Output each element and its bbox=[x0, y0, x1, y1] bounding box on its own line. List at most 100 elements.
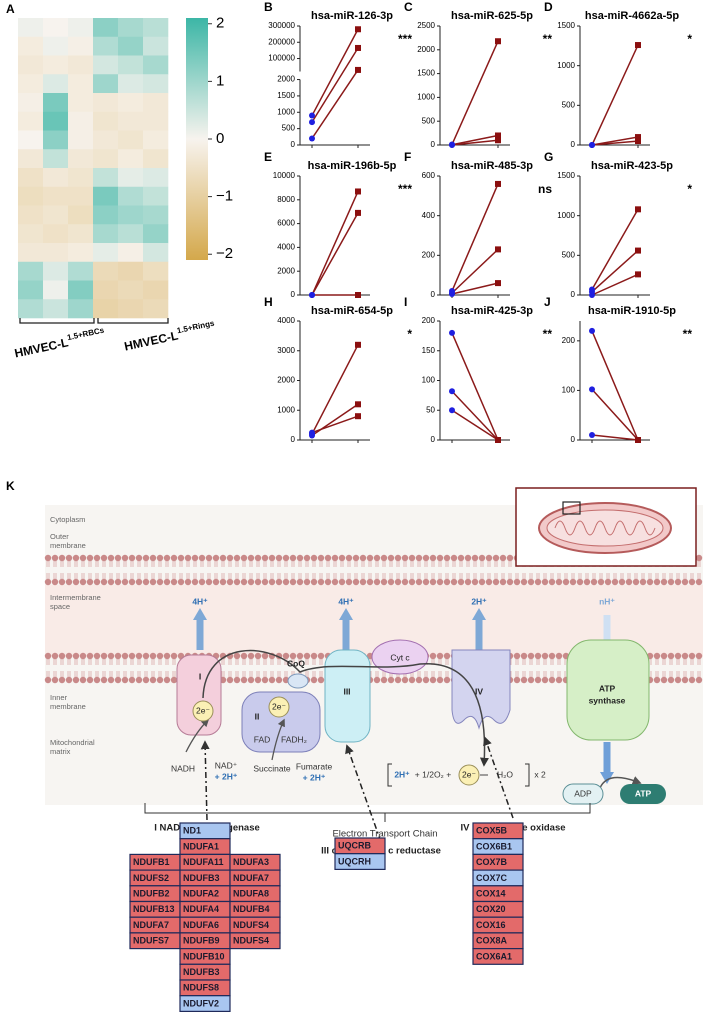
lipid-tail bbox=[102, 656, 106, 680]
lipid-tail bbox=[459, 558, 463, 582]
lipid-head bbox=[44, 652, 52, 660]
diagram-label: 2e⁻ bbox=[272, 701, 286, 711]
lipid-head bbox=[107, 554, 115, 562]
panel-label: E bbox=[264, 150, 272, 164]
heatmap-cell bbox=[68, 130, 94, 150]
lipid-head bbox=[121, 554, 129, 562]
lipid-tail bbox=[312, 656, 316, 680]
lipid-tail bbox=[291, 656, 295, 680]
diagram-label: + 2H⁺ bbox=[303, 772, 326, 782]
lipid-head bbox=[198, 554, 206, 562]
lipid-head bbox=[443, 554, 451, 562]
lipid-tail bbox=[116, 558, 120, 582]
lipid-head bbox=[149, 554, 157, 562]
diagram-label: nH⁺ bbox=[599, 596, 615, 606]
electron bbox=[268, 696, 290, 718]
lipid-head bbox=[534, 676, 542, 684]
gene-name: NDUFB10 bbox=[183, 951, 225, 961]
lipid-tail bbox=[473, 558, 477, 582]
pair-line bbox=[311, 415, 359, 434]
lipid-head bbox=[443, 652, 451, 660]
lipid-head bbox=[506, 554, 514, 562]
lipid-head bbox=[667, 652, 675, 660]
gene-name: NDUFA4 bbox=[183, 904, 219, 914]
lipid-tail bbox=[235, 558, 239, 582]
lipid-tail bbox=[249, 656, 253, 680]
lipid-head bbox=[226, 676, 234, 684]
pair-line bbox=[451, 248, 499, 294]
gene-cell bbox=[472, 947, 524, 965]
pair-line bbox=[591, 388, 639, 441]
lipid-head bbox=[149, 578, 157, 586]
lipid-head bbox=[170, 554, 178, 562]
y-tick-label: 300000 bbox=[268, 21, 295, 30]
gene-name: NDUFA7 bbox=[133, 920, 169, 930]
gene-name: NDUFS4 bbox=[233, 936, 269, 946]
heatmap-cell bbox=[143, 205, 169, 225]
lipid-head bbox=[86, 676, 94, 684]
lipid-head bbox=[695, 578, 703, 586]
before-point bbox=[309, 112, 315, 119]
heatmap-cell bbox=[68, 18, 94, 38]
heatmap-cell bbox=[43, 299, 69, 319]
after-point bbox=[355, 401, 361, 408]
significance: ns bbox=[538, 182, 552, 196]
significance: * bbox=[687, 32, 692, 46]
lipid-head bbox=[457, 578, 465, 586]
before-point bbox=[589, 292, 595, 298]
lipid-tail bbox=[242, 656, 246, 680]
lipid-head bbox=[79, 554, 87, 562]
lipid-head bbox=[44, 676, 52, 684]
lipid-head bbox=[233, 578, 241, 586]
heatmap-cell bbox=[118, 74, 144, 94]
heatmap-cell bbox=[18, 130, 44, 150]
heatmap-cell bbox=[143, 168, 169, 188]
panel-label: K bbox=[6, 479, 15, 493]
y-tick-label: 1000 bbox=[277, 107, 295, 116]
significance: *** bbox=[398, 182, 412, 196]
before-point bbox=[449, 329, 455, 336]
heatmap-cell bbox=[93, 36, 119, 56]
gene-name: NDUFA1 bbox=[183, 841, 219, 851]
diagram-label: x 2 bbox=[534, 769, 546, 779]
diagram-label: 2H⁺ bbox=[471, 596, 487, 606]
heatmap-cell bbox=[43, 149, 69, 169]
diagram-label: NADH bbox=[171, 763, 195, 773]
group-label-text: HMVEC-L bbox=[123, 329, 179, 354]
pair-line bbox=[591, 434, 639, 441]
lipid-head bbox=[401, 676, 409, 684]
lipid-head bbox=[695, 554, 703, 562]
heatmap-cell bbox=[93, 280, 119, 300]
diagram-label: CoQ bbox=[287, 658, 305, 668]
pair-line bbox=[311, 212, 359, 296]
lipid-head bbox=[72, 676, 80, 684]
lipid-head bbox=[247, 578, 255, 586]
heatmap-cell bbox=[43, 168, 69, 188]
lipid-tail bbox=[60, 656, 64, 680]
heatmap-cell bbox=[143, 18, 169, 38]
lipid-head bbox=[163, 652, 171, 660]
diagram-label: FAD bbox=[254, 734, 271, 744]
group-label: HMVEC-L1.5+Rings bbox=[123, 319, 218, 354]
diagram-label: NAD⁺ bbox=[215, 760, 238, 770]
lipid-head bbox=[58, 578, 66, 586]
lipid-head bbox=[436, 554, 444, 562]
gene-name: NDUFB3 bbox=[183, 873, 220, 883]
lipid-tail bbox=[508, 558, 512, 582]
heatmap-cell bbox=[68, 243, 94, 263]
y-tick-label: 500 bbox=[422, 116, 436, 125]
lipid-head bbox=[450, 554, 458, 562]
lipid-tail bbox=[81, 558, 85, 582]
lipid-head bbox=[429, 676, 437, 684]
after-point bbox=[355, 26, 361, 33]
after-point bbox=[635, 437, 641, 443]
pair-line bbox=[451, 332, 499, 441]
lipid-tail bbox=[431, 558, 435, 582]
panel-label: H bbox=[264, 295, 273, 309]
lipid-tail bbox=[88, 558, 92, 582]
lipid-tail bbox=[53, 656, 57, 680]
lipid-head bbox=[485, 554, 493, 562]
lipid-tail bbox=[67, 656, 71, 680]
lipid-head bbox=[485, 578, 493, 586]
lipid-head bbox=[562, 578, 570, 586]
